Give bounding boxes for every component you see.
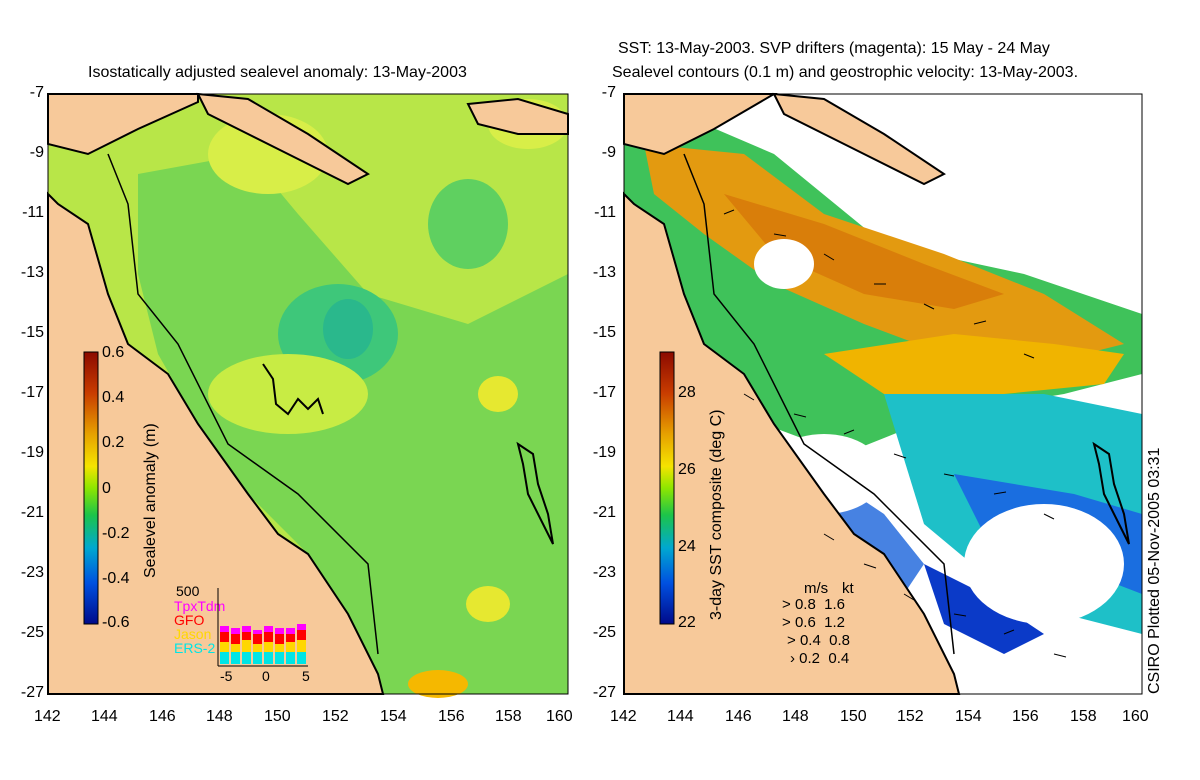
left-lat-tick: -25 xyxy=(20,624,44,641)
left-lat-tick: -27 xyxy=(20,684,44,701)
left-map xyxy=(47,92,569,698)
right-colorbar-label: 3-day SST composite (deg C) xyxy=(708,409,725,620)
vel-legend-row: > 0.4 0.8 xyxy=(787,632,850,649)
left-lat-tick: -17 xyxy=(20,384,44,401)
left-cb-tick: 0.4 xyxy=(102,389,125,406)
left-colorbar xyxy=(83,351,99,625)
vel-legend-header-kt: kt xyxy=(842,580,854,597)
left-lon-tick: 142 xyxy=(34,708,61,725)
left-lon-tick: 152 xyxy=(322,708,349,725)
right-cb-tick: 22 xyxy=(678,614,696,631)
right-lon-tick: 152 xyxy=(897,708,924,725)
left-cb-tick: 0 xyxy=(102,480,111,497)
right-lon-tick: 150 xyxy=(840,708,867,725)
right-lon-tick: 160 xyxy=(1122,708,1149,725)
right-lon-tick: 148 xyxy=(782,708,809,725)
right-lon-tick: 146 xyxy=(725,708,752,725)
sat-histogram xyxy=(217,588,308,667)
right-lat-tick: -7 xyxy=(601,84,616,101)
sat-legend-tpxtdm: TpxTdm xyxy=(174,598,226,614)
right-colorbar xyxy=(659,351,675,625)
credit-text: CSIRO Plotted 05-Nov-2005 03:31 xyxy=(1146,447,1163,694)
left-lat-tick: -21 xyxy=(20,504,44,521)
right-cb-tick: 28 xyxy=(678,384,696,401)
right-lon-tick: 142 xyxy=(610,708,637,725)
right-lon-tick: 158 xyxy=(1070,708,1097,725)
left-lat-tick: -7 xyxy=(29,84,44,101)
right-map xyxy=(623,92,1154,695)
sat-legend-gfo: GFO xyxy=(174,612,205,628)
vel-legend-row: › 0.2 0.4 xyxy=(790,650,850,667)
vel-legend-header-ms: m/s xyxy=(804,580,829,597)
left-cb-tick: 0.2 xyxy=(102,434,125,451)
right-lat-tick: -19 xyxy=(592,444,616,461)
left-lon-tick: 150 xyxy=(264,708,291,725)
left-lon-tick: 156 xyxy=(438,708,465,725)
right-cb-tick: 24 xyxy=(678,538,696,555)
left-colorbar-label: Sealevel anomaly (m) xyxy=(142,423,159,578)
right-lat-tick: -13 xyxy=(592,264,616,281)
right-lat-tick: -21 xyxy=(592,504,616,521)
left-map-title: Isostatically adjusted sealevel anomaly:… xyxy=(88,64,467,81)
left-lat-tick: -15 xyxy=(20,324,44,341)
right-lat-tick: -11 xyxy=(594,204,616,221)
australia-coast xyxy=(47,191,385,695)
right-lat-tick: -17 xyxy=(592,384,616,401)
left-lon-tick: 160 xyxy=(546,708,573,725)
left-lon-tick: 158 xyxy=(495,708,522,725)
right-cb-tick: 26 xyxy=(678,461,696,478)
left-lat-tick: -9 xyxy=(29,144,44,161)
right-map-title-line2: Sealevel contours (0.1 m) and geostrophi… xyxy=(612,64,1079,81)
sat-legend-ymax: 500 xyxy=(176,583,200,599)
right-lat-tick: -25 xyxy=(592,624,616,641)
left-lon-tick: 154 xyxy=(380,708,407,725)
right-lat-tick: -15 xyxy=(592,324,616,341)
left-cb-tick: -0.4 xyxy=(102,570,130,587)
left-lon-tick: 146 xyxy=(149,708,176,725)
left-lat-tick: -19 xyxy=(20,444,44,461)
australia-coast-right xyxy=(623,191,961,695)
right-lon-tick: 154 xyxy=(955,708,982,725)
left-cb-tick: -0.2 xyxy=(102,525,130,542)
right-map-title-line1: SST: 13-May-2003. SVP drifters (magenta)… xyxy=(618,40,1050,57)
sat-xtick: 0 xyxy=(262,668,270,684)
left-cb-tick: 0.6 xyxy=(102,344,125,361)
vel-legend-row: > 0.8 1.6 xyxy=(782,596,845,613)
right-lon-tick: 156 xyxy=(1012,708,1039,725)
left-lat-tick: -13 xyxy=(20,264,44,281)
sat-legend-ers2: ERS-2 xyxy=(174,640,216,656)
sat-xtick: -5 xyxy=(220,668,233,684)
sat-xtick: 5 xyxy=(302,668,310,684)
left-lat-tick: -11 xyxy=(22,204,44,221)
right-lon-tick: 144 xyxy=(667,708,694,725)
vel-legend-row: > 0.6 1.2 xyxy=(782,614,845,631)
right-lat-tick: -23 xyxy=(592,564,616,581)
sat-legend-jason: Jason xyxy=(174,626,212,642)
left-cb-tick: -0.6 xyxy=(102,614,130,631)
right-lat-tick: -27 xyxy=(592,684,616,701)
right-lat-tick: -9 xyxy=(601,144,616,161)
left-lon-tick: 148 xyxy=(206,708,233,725)
left-lon-tick: 144 xyxy=(91,708,118,725)
left-lat-tick: -23 xyxy=(20,564,44,581)
